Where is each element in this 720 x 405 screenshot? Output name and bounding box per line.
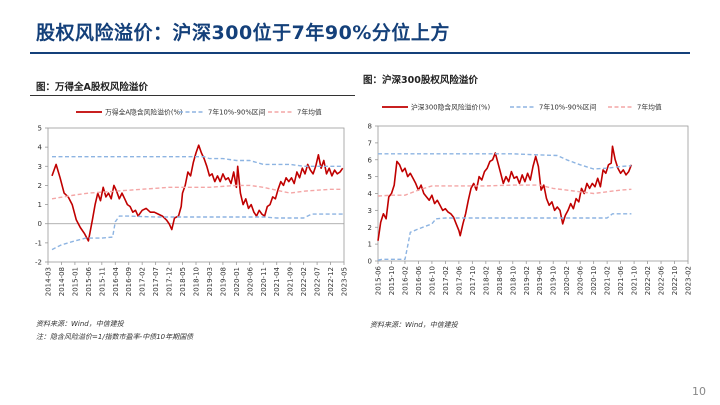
series-line-1 <box>52 156 343 167</box>
chart-title-underline-left <box>30 95 355 96</box>
y-tick-label: 1 <box>368 241 372 249</box>
chart-title-right: 图：沪深300股权风险溢价 <box>363 75 478 86</box>
y-tick-label: 2 <box>38 182 42 190</box>
series-line-3 <box>377 184 632 197</box>
x-tick-label: 2022-10 <box>671 266 679 295</box>
legend-label-2: 7年均值 <box>637 103 662 112</box>
x-tick-label: 2016-09 <box>125 267 133 296</box>
y-tick-label: 2 <box>368 224 372 232</box>
legend-label-1: 7年10%-90%区间 <box>539 103 597 112</box>
y-tick-label: 0 <box>38 220 42 228</box>
x-tick-label: 2017-02 <box>442 266 450 295</box>
y-tick-label: -1 <box>35 239 42 247</box>
series-line-3 <box>51 184 343 200</box>
x-tick-label: 2018-05 <box>179 267 187 296</box>
slide-title: 股权风险溢价：沪深300位于7年90%分位上方 <box>36 22 450 44</box>
series-line-2 <box>377 213 632 261</box>
x-tick-label: 2019-10 <box>550 266 558 295</box>
chart-title-left: 图：万得全A股权风险溢价 <box>36 82 148 93</box>
y-tick-label: 5 <box>38 125 42 133</box>
y-tick-label: 3 <box>368 207 372 215</box>
x-tick-label: 2016-02 <box>401 266 409 295</box>
y-tick-label: -2 <box>35 259 42 267</box>
y-tick-label: 8 <box>368 123 372 131</box>
y-tick-label: 1 <box>38 201 42 209</box>
series-line-2 <box>51 213 343 251</box>
x-tick-label: 2016-06 <box>415 265 423 295</box>
x-tick-label: 2022-06 <box>658 265 666 295</box>
x-tick-label: 2015-06 <box>85 266 93 296</box>
x-tick-label: 2016-04 <box>112 266 120 296</box>
x-tick-label: 2021-09 <box>287 267 295 296</box>
x-tick-label: 2014-08 <box>58 267 66 296</box>
x-tick-label: 2020-10 <box>590 266 598 295</box>
x-tick-label: 2019-03 <box>206 267 214 296</box>
y-tick-label: 4 <box>38 144 43 152</box>
x-tick-label: 2021-02 <box>604 266 612 295</box>
x-tick-label: 2015-01 <box>71 267 79 296</box>
x-tick-label: 2019-06 <box>536 265 544 295</box>
x-tick-label: 2019-02 <box>523 266 531 295</box>
x-tick-label: 2017-07 <box>152 267 160 296</box>
title-rule <box>30 52 690 54</box>
x-tick-label: 2020-11 <box>260 267 268 296</box>
x-tick-label: 2015-06 <box>375 265 383 295</box>
x-tick-label: 2022-02 <box>644 266 652 295</box>
legend-label-0: 沪深300隐含风险溢价(%) <box>411 103 490 112</box>
x-tick-label: 2021-04 <box>273 266 281 296</box>
x-tick-label: 2017-10 <box>469 266 477 295</box>
legend-label-2: 7年均值 <box>297 108 322 117</box>
x-tick-label: 2018-10 <box>193 267 201 296</box>
x-tick-label: 2020-06 <box>246 266 254 296</box>
chart-left: -2 -1 0 1 2 3 4 5 2014-03 2014-08 2015-01 2015-06 20… <box>35 108 349 297</box>
x-tick-label: 2016-10 <box>428 266 436 295</box>
x-tick-label: 2021-06 <box>617 265 625 295</box>
x-tick-label: 2017-06 <box>455 265 463 295</box>
legend-label-0: 万得全A隐含风险溢价(%) <box>105 108 183 117</box>
x-tick-label: 2023-02 <box>685 266 693 295</box>
x-tick-label: 2020-06 <box>577 265 585 295</box>
series-line-1 <box>378 153 632 170</box>
y-tick-label: 0 <box>368 258 372 266</box>
y-tick-label: 3 <box>38 163 42 171</box>
y-tick-label: 4 <box>368 190 373 198</box>
footnote-left: 注：隐含风险溢价=1/指数市盈率-中债10年期国债 <box>36 333 194 341</box>
x-tick-label: 2017-12 <box>166 267 174 296</box>
series-line-0 <box>51 144 344 242</box>
page-number: 10 <box>692 385 706 398</box>
source-note-right: 资料来源：Wind，中信建投 <box>370 321 458 329</box>
x-tick-label: 2022-02 <box>300 267 308 296</box>
x-tick-label: 2018-10 <box>509 266 517 295</box>
x-tick-label: 2023-05 <box>341 267 349 296</box>
x-tick-label: 2020-01 <box>233 267 241 296</box>
series-line-0 <box>377 145 633 241</box>
x-tick-label: 2019-08 <box>219 267 227 296</box>
x-tick-label: 2020-02 <box>563 266 571 295</box>
x-tick-label: 2021-10 <box>631 266 639 295</box>
x-tick-label: 2014-03 <box>45 267 53 296</box>
x-tick-label: 2015-11 <box>98 267 106 296</box>
y-tick-label: 6 <box>368 156 373 164</box>
chart-right: 0 1 2 3 4 5 6 7 8 2015-06 2015-10 2016-02 2016-06 201… <box>368 103 693 296</box>
source-note-left: 资料来源：Wind，中信建投 <box>36 320 124 328</box>
y-tick-label: 7 <box>368 139 372 147</box>
y-tick-label: 5 <box>368 173 372 181</box>
x-tick-label: 2017-02 <box>139 267 147 296</box>
x-tick-label: 2022-07 <box>314 267 322 296</box>
x-tick-label: 2018-02 <box>482 266 490 295</box>
legend-label-1: 7年10%-90%区间 <box>208 108 266 117</box>
x-tick-label: 2022-12 <box>327 267 335 296</box>
x-tick-label: 2018-06 <box>496 265 504 295</box>
x-tick-label: 2015-10 <box>388 266 396 295</box>
plot-frame <box>47 127 345 263</box>
